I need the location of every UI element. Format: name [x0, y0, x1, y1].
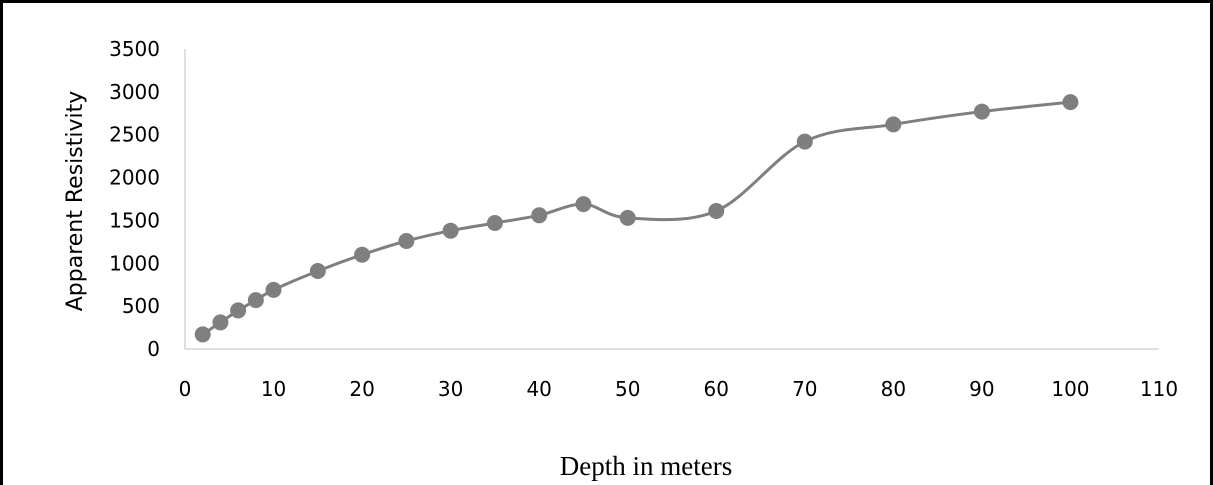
- x-tick-label: 20: [349, 377, 374, 401]
- data-point: [708, 203, 725, 219]
- series-layer: [194, 94, 1079, 343]
- x-tick-label: 80: [881, 377, 906, 401]
- y-tick-label: 2000: [109, 166, 160, 190]
- data-point: [575, 196, 592, 213]
- y-tick-labels: 0 500 1000 1500 2000 2500 3000 3500: [109, 37, 160, 361]
- y-axis-title: Apparent Resistivity: [63, 91, 88, 312]
- x-axis-title: Depth in meters: [560, 451, 732, 481]
- data-point: [973, 103, 990, 120]
- data-point: [194, 326, 211, 343]
- x-tick-label: 10: [261, 377, 286, 401]
- x-tick-label: 100: [1051, 377, 1089, 401]
- x-tick-label: 0: [179, 377, 192, 401]
- data-point: [531, 207, 548, 224]
- data-point: [442, 222, 459, 239]
- x-tick-label: 90: [969, 377, 994, 401]
- y-tick-label: 1500: [109, 208, 160, 232]
- x-tick-label: 50: [615, 377, 640, 401]
- data-point: [212, 314, 229, 331]
- data-point: [265, 281, 282, 298]
- data-point: [1062, 94, 1079, 111]
- series-line: [201, 100, 1071, 336]
- x-tick-label: 30: [438, 377, 463, 401]
- x-tick-label: 70: [792, 377, 817, 401]
- data-point: [619, 209, 636, 226]
- y-tick-label: 0: [147, 337, 160, 361]
- data-point: [230, 302, 247, 319]
- x-tick-label: 110: [1140, 377, 1178, 401]
- y-tick-label: 500: [122, 294, 160, 318]
- y-tick-label: 2500: [109, 123, 160, 147]
- x-tick-labels: 0 10 20 30 40 50 60 70 80 90 100 110: [179, 377, 1178, 401]
- data-point: [486, 215, 503, 231]
- data-point: [309, 263, 326, 279]
- y-tick-label: 3000: [109, 80, 160, 104]
- data-point: [885, 116, 902, 133]
- chart-axes: [184, 49, 1159, 350]
- data-point: [796, 133, 813, 150]
- y-tick-label: 3500: [109, 37, 160, 61]
- data-point: [247, 292, 264, 309]
- data-point: [354, 246, 371, 263]
- y-tick-label: 1000: [109, 251, 160, 275]
- x-tick-label: 40: [526, 377, 551, 401]
- data-point: [398, 233, 415, 249]
- x-tick-label: 60: [704, 377, 729, 401]
